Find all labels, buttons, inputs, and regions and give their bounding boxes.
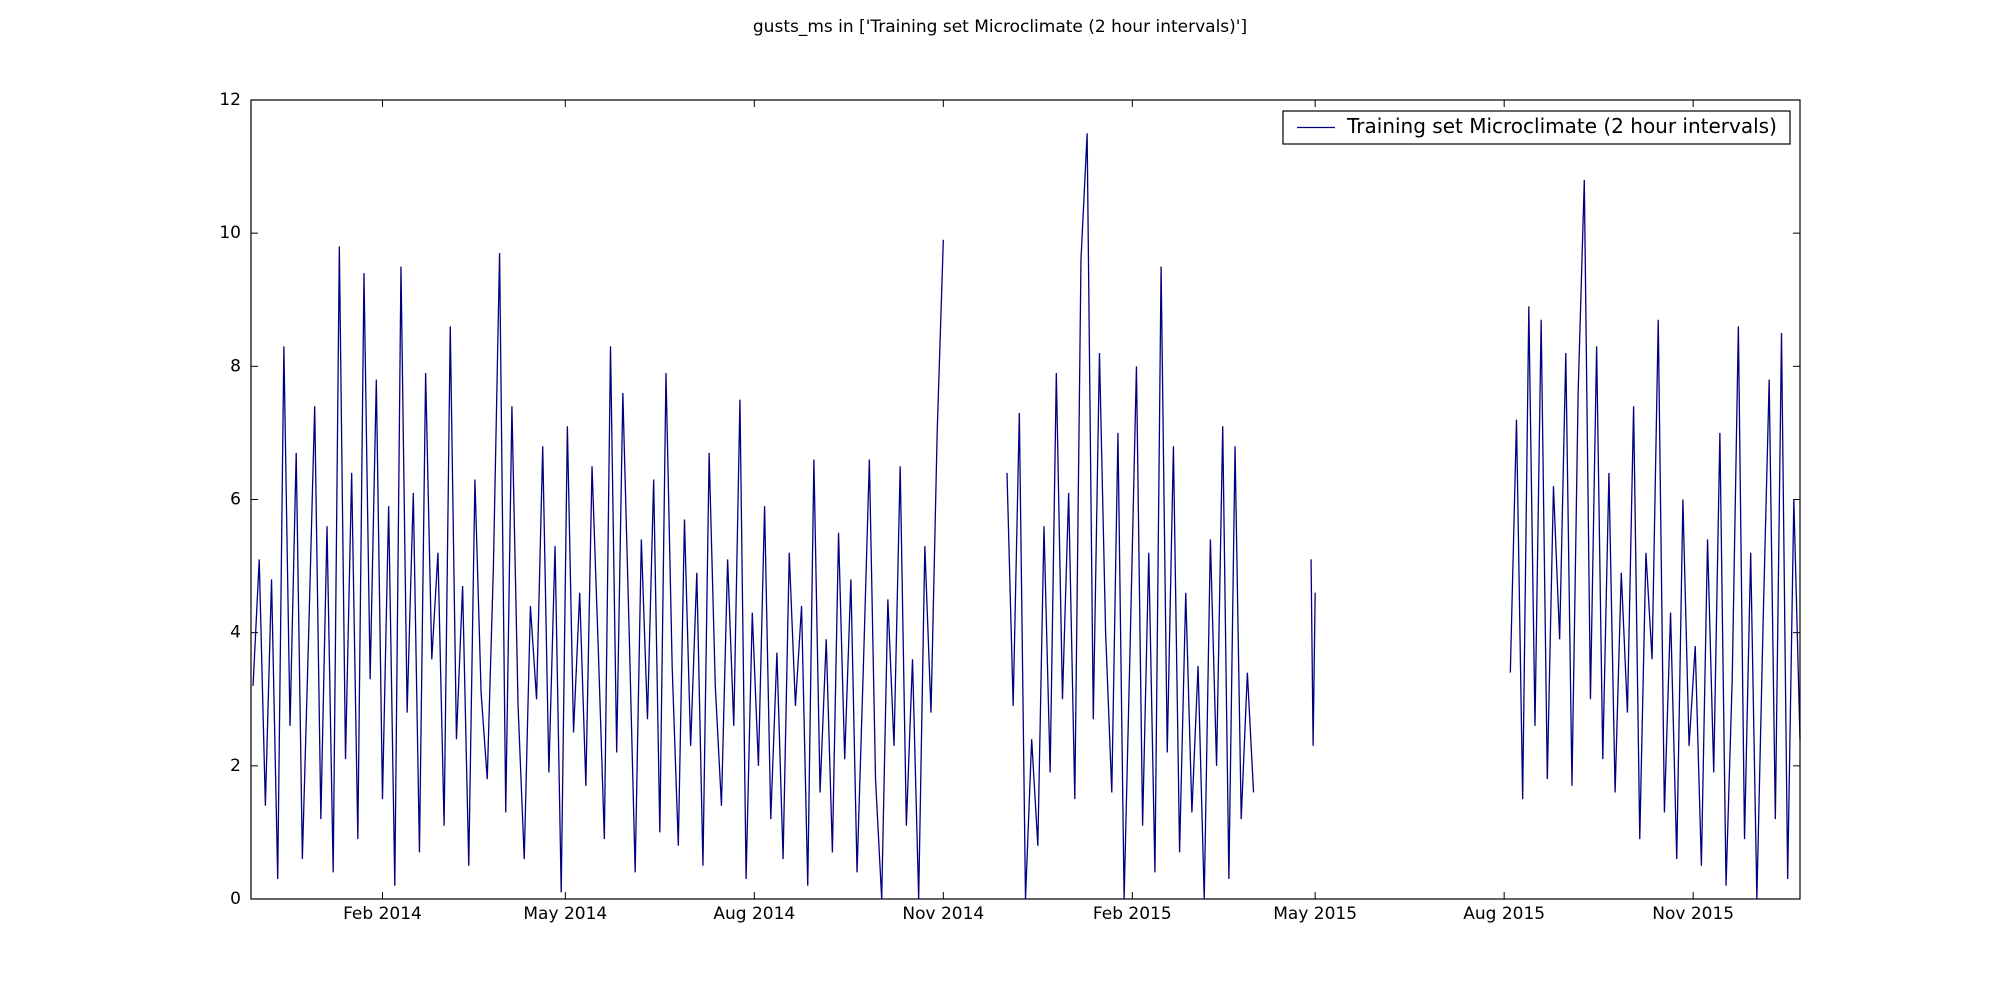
plot-frame <box>250 99 1801 900</box>
y-tick-label: 10 <box>219 223 241 243</box>
y-tick-label: 2 <box>230 756 241 776</box>
chart-title: gusts_ms in ['Training set Microclimate … <box>753 17 1247 37</box>
y-tick-label: 4 <box>230 623 241 643</box>
x-tick-label: Aug 2014 <box>713 904 795 924</box>
y-tick-label: 8 <box>230 356 241 376</box>
x-tick-label: Nov 2014 <box>902 904 984 924</box>
data-line <box>252 133 1801 900</box>
x-tick-label: Aug 2015 <box>1463 904 1545 924</box>
y-tick-label: 6 <box>230 490 241 510</box>
x-tick-label: Feb 2015 <box>1093 904 1172 924</box>
y-tick-label: 0 <box>230 889 241 909</box>
legend: Training set Microclimate (2 hour interv… <box>1282 110 1791 145</box>
y-tick-label: 12 <box>219 90 241 110</box>
x-tick-label: Feb 2014 <box>343 904 422 924</box>
x-tick-label: Nov 2015 <box>1652 904 1734 924</box>
legend-box <box>1282 110 1791 145</box>
legend-label: Training set Microclimate (2 hour interv… <box>1346 114 1777 138</box>
x-tick-label: May 2015 <box>1273 904 1357 924</box>
x-tick-label: May 2014 <box>523 904 607 924</box>
